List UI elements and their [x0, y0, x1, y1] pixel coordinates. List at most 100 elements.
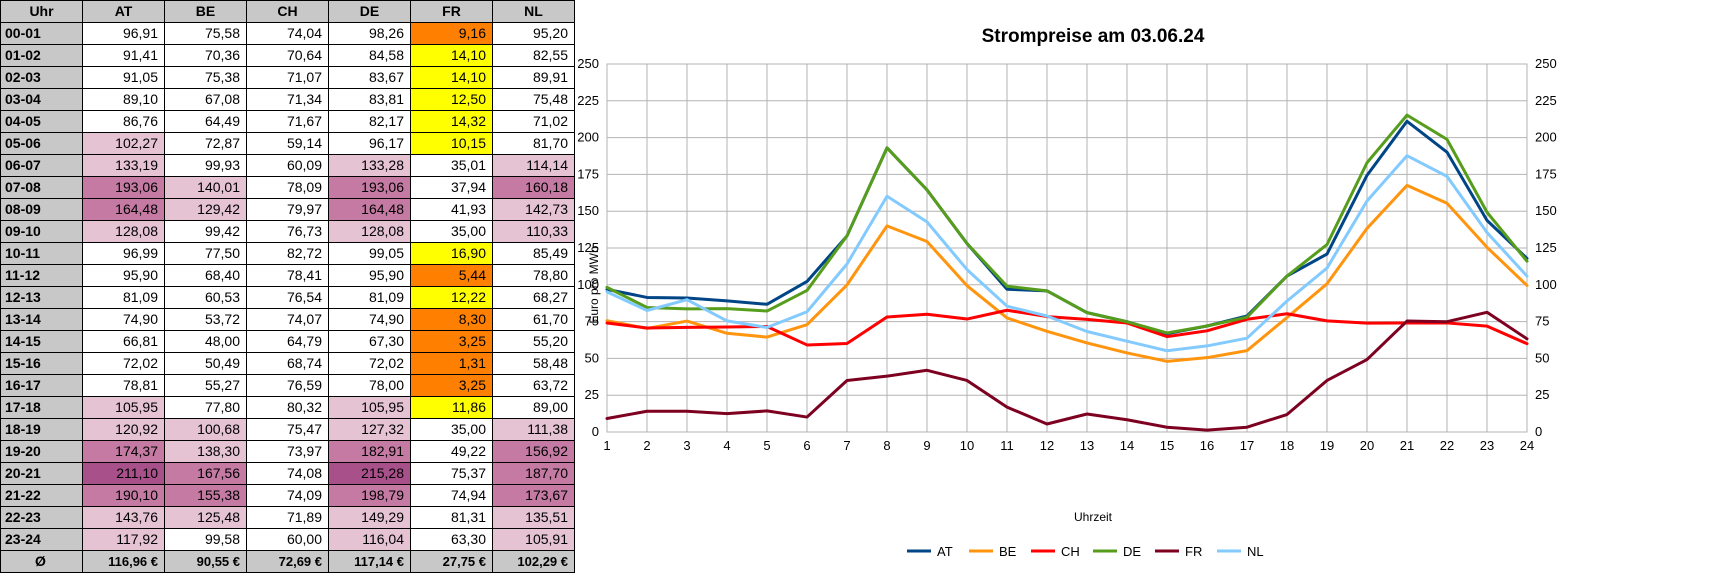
- price-cell: 3,25: [410, 374, 493, 397]
- x-tick-label: 23: [1480, 438, 1494, 453]
- price-cell: 78,09: [246, 176, 329, 199]
- chart-title: Strompreise am 03.06.24: [982, 26, 1205, 47]
- x-tick-label: 5: [763, 438, 770, 453]
- chart-legend: AT BE CH DE FR NL: [907, 544, 1264, 559]
- price-cell: 75,37: [410, 462, 493, 485]
- table-row: 16-17 78,81 55,27 76,59 78,00 3,25 63,72: [0, 374, 575, 397]
- price-cell: 127,32: [328, 418, 411, 441]
- hour-cell: 04-05: [0, 110, 83, 133]
- average-cell: 117,14 €: [328, 550, 411, 573]
- hour-cell: 19-20: [0, 440, 83, 463]
- table-row: 03-04 89,10 67,08 71,34 83,81 12,50 75,48: [0, 88, 575, 111]
- price-cell: 105,91: [492, 528, 575, 551]
- price-cell: 64,79: [246, 330, 329, 353]
- average-label: Ø: [0, 550, 83, 573]
- price-cell: 182,91: [328, 440, 411, 463]
- chart-series: [605, 113, 1529, 432]
- price-cell: 89,10: [82, 88, 165, 111]
- price-cell: 99,42: [164, 220, 247, 243]
- price-cell: 35,00: [410, 220, 493, 243]
- hour-cell: 02-03: [0, 66, 83, 89]
- price-cell: 74,09: [246, 484, 329, 507]
- table-row: 23-24 117,92 99,58 60,00 116,04 63,30 105,91: [0, 528, 575, 551]
- price-cell: 138,30: [164, 440, 247, 463]
- price-cell: 100,68: [164, 418, 247, 441]
- price-cell: 82,55: [492, 44, 575, 67]
- average-cell: 102,29 €: [492, 550, 575, 573]
- table-row: 19-20 174,37 138,30 73,97 182,91 49,22 156,92: [0, 440, 575, 463]
- series-line-fr: [605, 310, 1529, 432]
- country-column-header: DE: [328, 0, 411, 23]
- price-cell: 12,22: [410, 286, 493, 309]
- price-cell: 70,64: [246, 44, 329, 67]
- y2-tick-label: 250: [1535, 56, 1557, 71]
- price-cell: 81,31: [410, 506, 493, 529]
- x-tick-label: 17: [1240, 438, 1254, 453]
- price-cell: 74,07: [246, 308, 329, 331]
- price-cell: 120,92: [82, 418, 165, 441]
- price-cell: 76,54: [246, 286, 329, 309]
- table-row: 12-13 81,09 60,53 76,54 81,09 12,22 68,27: [0, 286, 575, 309]
- price-cell: 89,00: [492, 396, 575, 419]
- y-tick-label: 75: [585, 314, 599, 329]
- price-cell: 50,49: [164, 352, 247, 375]
- price-table: Uhr AT BE CH DE FR NL 00-01 96,91 75,58 74,…: [0, 0, 575, 573]
- plot-area-frame: [606, 63, 1528, 433]
- price-cell: 85,49: [492, 242, 575, 265]
- hour-cell: 01-02: [0, 44, 83, 67]
- price-cell: 96,99: [82, 242, 165, 265]
- price-cell: 71,34: [246, 88, 329, 111]
- price-cell: 68,74: [246, 352, 329, 375]
- legend-label: AT: [937, 544, 953, 559]
- price-cell: 187,70: [492, 462, 575, 485]
- hour-cell: 16-17: [0, 374, 83, 397]
- y-tick-label: 50: [585, 350, 599, 365]
- y2-tick-label: 125: [1535, 240, 1557, 255]
- hour-cell: 21-22: [0, 484, 83, 507]
- x-tick-label: 13: [1080, 438, 1094, 453]
- x-tick-label: 16: [1200, 438, 1214, 453]
- price-cell: 114,14: [492, 154, 575, 177]
- price-cell: 71,02: [492, 110, 575, 133]
- table-row: 00-01 96,91 75,58 74,04 98,26 9,16 95,20: [0, 22, 575, 45]
- average-cell: 90,55 €: [164, 550, 247, 573]
- price-cell: 95,90: [82, 264, 165, 287]
- y-tick-label: 250: [577, 56, 599, 71]
- price-cell: 99,93: [164, 154, 247, 177]
- price-cell: 8,30: [410, 308, 493, 331]
- x-tick-label: 8: [883, 438, 890, 453]
- price-cell: 198,79: [328, 484, 411, 507]
- price-cell: 12,50: [410, 88, 493, 111]
- series-line-de: [605, 113, 1529, 335]
- country-column-header: BE: [164, 0, 247, 23]
- hour-cell: 05-06: [0, 132, 83, 155]
- table-row: 02-03 91,05 75,38 71,07 83,67 14,10 89,91: [0, 66, 575, 89]
- price-cell: 142,73: [492, 198, 575, 221]
- y-tick-label: 200: [577, 130, 599, 145]
- price-cell: 89,91: [492, 66, 575, 89]
- y2-tick-label: 175: [1535, 166, 1557, 181]
- hour-cell: 10-11: [0, 242, 83, 265]
- average-cell: 27,75 €: [410, 550, 493, 573]
- y2-tick-label: 0: [1535, 424, 1542, 439]
- legend-item: NL: [1217, 544, 1264, 559]
- price-cell: 83,67: [328, 66, 411, 89]
- price-cell: 78,41: [246, 264, 329, 287]
- y-tick-label: 25: [585, 387, 599, 402]
- price-cell: 14,10: [410, 44, 493, 67]
- x-tick-label: 24: [1520, 438, 1534, 453]
- price-cell: 78,00: [328, 374, 411, 397]
- hour-cell: 12-13: [0, 286, 83, 309]
- price-cell: 156,92: [492, 440, 575, 463]
- y-tick-label: 150: [577, 203, 599, 218]
- price-cell: 55,20: [492, 330, 575, 353]
- table-row: 09-10 128,08 99,42 76,73 128,08 35,00 110,33: [0, 220, 575, 243]
- price-cell: 68,27: [492, 286, 575, 309]
- price-cell: 75,38: [164, 66, 247, 89]
- price-cell: 129,42: [164, 198, 247, 221]
- price-cell: 49,22: [410, 440, 493, 463]
- x-tick-label: 4: [723, 438, 730, 453]
- legend-item: AT: [907, 544, 953, 559]
